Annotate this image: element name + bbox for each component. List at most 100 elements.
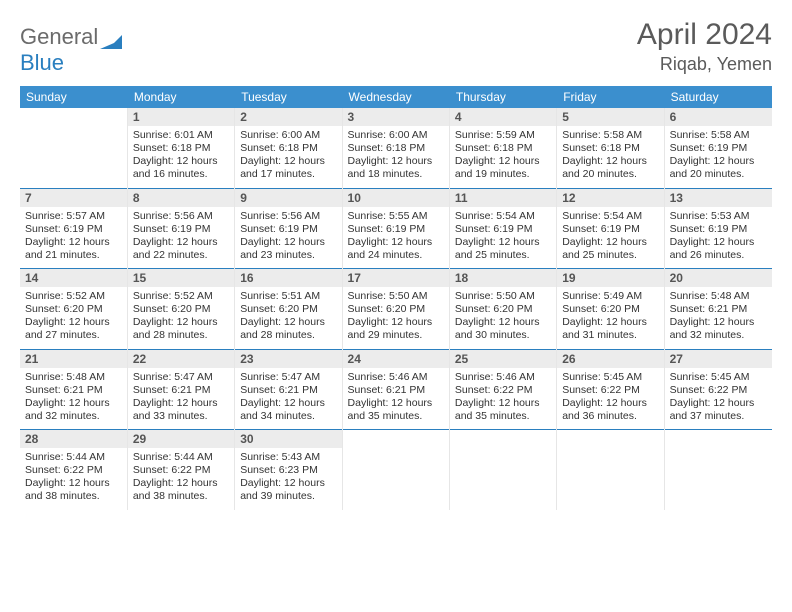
day-cell: 20Sunrise: 5:48 AMSunset: 6:21 PMDayligh… xyxy=(664,269,771,349)
day-details: Sunrise: 5:54 AMSunset: 6:19 PMDaylight:… xyxy=(450,207,556,269)
page-header: General Blue April 2024 Riqab, Yemen xyxy=(20,18,772,76)
day-number: 27 xyxy=(665,350,772,368)
day-cell: 26Sunrise: 5:45 AMSunset: 6:22 PMDayligh… xyxy=(557,350,664,430)
day-cell: 9Sunrise: 5:56 AMSunset: 6:19 PMDaylight… xyxy=(235,189,342,269)
day-number: 11 xyxy=(450,189,556,207)
day-number: 2 xyxy=(235,108,341,126)
calendar-page: General Blue April 2024 Riqab, Yemen Sun… xyxy=(0,0,792,510)
day-cell: 16Sunrise: 5:51 AMSunset: 6:20 PMDayligh… xyxy=(235,269,342,349)
day-cell: 27Sunrise: 5:45 AMSunset: 6:22 PMDayligh… xyxy=(664,350,771,430)
dow-wednesday: Wednesday xyxy=(342,86,449,108)
day-number: 14 xyxy=(20,269,127,287)
day-cell: . xyxy=(557,430,664,510)
day-cell: 11Sunrise: 5:54 AMSunset: 6:19 PMDayligh… xyxy=(449,189,556,269)
week-row: .1Sunrise: 6:01 AMSunset: 6:18 PMDayligh… xyxy=(20,108,772,188)
day-details: Sunrise: 5:55 AMSunset: 6:19 PMDaylight:… xyxy=(343,207,449,269)
day-cell: . xyxy=(20,108,127,188)
day-number: 29 xyxy=(128,430,234,448)
logo-word1: General xyxy=(20,24,98,49)
day-details: Sunrise: 5:46 AMSunset: 6:22 PMDaylight:… xyxy=(450,368,556,430)
day-cell: 17Sunrise: 5:50 AMSunset: 6:20 PMDayligh… xyxy=(342,269,449,349)
dow-monday: Monday xyxy=(127,86,234,108)
day-number: 15 xyxy=(128,269,234,287)
day-number: 7 xyxy=(20,189,127,207)
location-label: Riqab, Yemen xyxy=(637,54,772,75)
day-details: Sunrise: 5:58 AMSunset: 6:18 PMDaylight:… xyxy=(557,126,663,188)
day-cell: 13Sunrise: 5:53 AMSunset: 6:19 PMDayligh… xyxy=(664,189,771,269)
day-number: 23 xyxy=(235,350,341,368)
day-number: 22 xyxy=(128,350,234,368)
day-details: Sunrise: 5:54 AMSunset: 6:19 PMDaylight:… xyxy=(557,207,663,269)
day-number: 1 xyxy=(128,108,234,126)
title-block: April 2024 Riqab, Yemen xyxy=(637,18,772,75)
day-details: Sunrise: 6:01 AMSunset: 6:18 PMDaylight:… xyxy=(128,126,234,188)
day-number: 6 xyxy=(665,108,772,126)
day-details: Sunrise: 5:45 AMSunset: 6:22 PMDaylight:… xyxy=(557,368,663,430)
day-cell: 24Sunrise: 5:46 AMSunset: 6:21 PMDayligh… xyxy=(342,350,449,430)
day-details: Sunrise: 5:50 AMSunset: 6:20 PMDaylight:… xyxy=(343,287,449,349)
calendar-body: .1Sunrise: 6:01 AMSunset: 6:18 PMDayligh… xyxy=(20,108,772,510)
day-cell: 12Sunrise: 5:54 AMSunset: 6:19 PMDayligh… xyxy=(557,189,664,269)
day-number: 9 xyxy=(235,189,341,207)
week-row: 28Sunrise: 5:44 AMSunset: 6:22 PMDayligh… xyxy=(20,430,772,510)
day-number: 13 xyxy=(665,189,772,207)
day-number: 8 xyxy=(128,189,234,207)
day-details: Sunrise: 6:00 AMSunset: 6:18 PMDaylight:… xyxy=(343,126,449,188)
day-cell: 30Sunrise: 5:43 AMSunset: 6:23 PMDayligh… xyxy=(235,430,342,510)
day-number: 12 xyxy=(557,189,663,207)
day-details: Sunrise: 5:44 AMSunset: 6:22 PMDaylight:… xyxy=(128,448,234,510)
day-cell: 7Sunrise: 5:57 AMSunset: 6:19 PMDaylight… xyxy=(20,189,127,269)
day-cell: 18Sunrise: 5:50 AMSunset: 6:20 PMDayligh… xyxy=(449,269,556,349)
day-details: Sunrise: 5:51 AMSunset: 6:20 PMDaylight:… xyxy=(235,287,341,349)
day-cell: 23Sunrise: 5:47 AMSunset: 6:21 PMDayligh… xyxy=(235,350,342,430)
day-number: 18 xyxy=(450,269,556,287)
day-number: 26 xyxy=(557,350,663,368)
day-number: 5 xyxy=(557,108,663,126)
day-details: Sunrise: 5:52 AMSunset: 6:20 PMDaylight:… xyxy=(128,287,234,349)
day-details: Sunrise: 6:00 AMSunset: 6:18 PMDaylight:… xyxy=(235,126,341,188)
logo-word2: Blue xyxy=(20,50,64,75)
dow-saturday: Saturday xyxy=(664,86,771,108)
day-details: Sunrise: 5:47 AMSunset: 6:21 PMDaylight:… xyxy=(235,368,341,430)
day-number: 16 xyxy=(235,269,341,287)
day-details: Sunrise: 5:58 AMSunset: 6:19 PMDaylight:… xyxy=(665,126,772,188)
day-cell: 14Sunrise: 5:52 AMSunset: 6:20 PMDayligh… xyxy=(20,269,127,349)
day-cell: 1Sunrise: 6:01 AMSunset: 6:18 PMDaylight… xyxy=(127,108,234,188)
day-details: Sunrise: 5:53 AMSunset: 6:19 PMDaylight:… xyxy=(665,207,772,269)
day-cell: . xyxy=(664,430,771,510)
day-cell: 29Sunrise: 5:44 AMSunset: 6:22 PMDayligh… xyxy=(127,430,234,510)
day-number: 19 xyxy=(557,269,663,287)
day-cell: 25Sunrise: 5:46 AMSunset: 6:22 PMDayligh… xyxy=(449,350,556,430)
day-details: Sunrise: 5:50 AMSunset: 6:20 PMDaylight:… xyxy=(450,287,556,349)
day-cell: 15Sunrise: 5:52 AMSunset: 6:20 PMDayligh… xyxy=(127,269,234,349)
day-details: Sunrise: 5:57 AMSunset: 6:19 PMDaylight:… xyxy=(20,207,127,269)
day-number: 3 xyxy=(343,108,449,126)
dow-header-row: SundayMondayTuesdayWednesdayThursdayFrid… xyxy=(20,86,772,108)
day-cell: 3Sunrise: 6:00 AMSunset: 6:18 PMDaylight… xyxy=(342,108,449,188)
logo-triangle-icon xyxy=(100,33,122,49)
day-details: Sunrise: 5:45 AMSunset: 6:22 PMDaylight:… xyxy=(665,368,772,430)
day-cell: 2Sunrise: 6:00 AMSunset: 6:18 PMDaylight… xyxy=(235,108,342,188)
dow-sunday: Sunday xyxy=(20,86,127,108)
dow-thursday: Thursday xyxy=(449,86,556,108)
day-details: Sunrise: 5:52 AMSunset: 6:20 PMDaylight:… xyxy=(20,287,127,349)
dow-friday: Friday xyxy=(557,86,664,108)
day-details: Sunrise: 5:43 AMSunset: 6:23 PMDaylight:… xyxy=(235,448,341,510)
day-details: Sunrise: 5:56 AMSunset: 6:19 PMDaylight:… xyxy=(128,207,234,269)
day-cell: 22Sunrise: 5:47 AMSunset: 6:21 PMDayligh… xyxy=(127,350,234,430)
dow-tuesday: Tuesday xyxy=(235,86,342,108)
week-row: 21Sunrise: 5:48 AMSunset: 6:21 PMDayligh… xyxy=(20,350,772,430)
day-number: 24 xyxy=(343,350,449,368)
day-details: Sunrise: 5:46 AMSunset: 6:21 PMDaylight:… xyxy=(343,368,449,430)
week-row: 7Sunrise: 5:57 AMSunset: 6:19 PMDaylight… xyxy=(20,189,772,269)
month-title: April 2024 xyxy=(637,18,772,52)
day-cell: 21Sunrise: 5:48 AMSunset: 6:21 PMDayligh… xyxy=(20,350,127,430)
day-details: Sunrise: 5:56 AMSunset: 6:19 PMDaylight:… xyxy=(235,207,341,269)
day-number: 10 xyxy=(343,189,449,207)
calendar-grid: SundayMondayTuesdayWednesdayThursdayFrid… xyxy=(20,86,772,510)
day-cell: . xyxy=(342,430,449,510)
day-cell: 5Sunrise: 5:58 AMSunset: 6:18 PMDaylight… xyxy=(557,108,664,188)
day-cell: 19Sunrise: 5:49 AMSunset: 6:20 PMDayligh… xyxy=(557,269,664,349)
day-cell: . xyxy=(449,430,556,510)
day-number: 4 xyxy=(450,108,556,126)
